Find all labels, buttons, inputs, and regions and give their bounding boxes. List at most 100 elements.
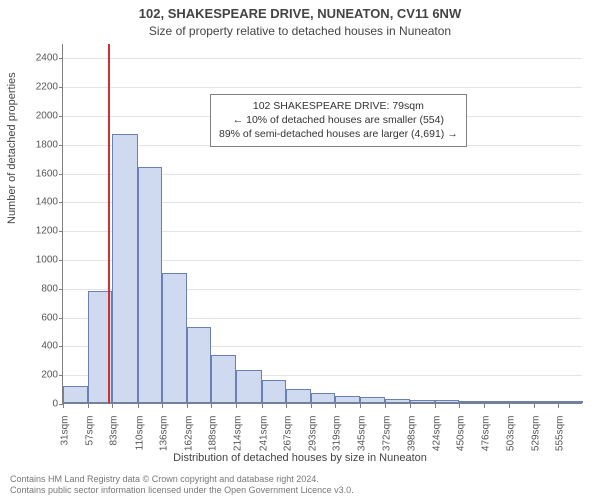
attribution-text: Contains HM Land Registry data © Crown c… — [10, 474, 354, 496]
histogram-bar — [286, 389, 311, 403]
ytick-label: 1600 — [22, 168, 58, 179]
histogram-bar — [484, 401, 510, 403]
xtick-label: 214sqm — [233, 416, 244, 456]
xtick-mark — [63, 404, 64, 408]
ytick-mark — [59, 289, 63, 290]
ytick-label: 1000 — [22, 255, 58, 266]
ytick-label: 2200 — [22, 82, 58, 93]
legend-line: ← 10% of detached houses are smaller (55… — [219, 113, 458, 127]
histogram-bar — [236, 370, 262, 403]
ytick-mark — [59, 346, 63, 347]
xtick-label: 267sqm — [283, 416, 294, 456]
histogram-bar — [360, 397, 386, 403]
xtick-label: 319sqm — [332, 416, 343, 456]
xtick-label: 188sqm — [208, 416, 219, 456]
xtick-label: 293sqm — [307, 416, 318, 456]
xtick-label: 83sqm — [109, 416, 120, 456]
histogram-bar — [410, 400, 435, 403]
xtick-mark — [459, 404, 460, 408]
histogram-bar — [187, 327, 212, 403]
ytick-mark — [59, 116, 63, 117]
attribution-line: Contains public sector information licen… — [10, 485, 354, 496]
xtick-label: 345sqm — [356, 416, 367, 456]
histogram-bar — [509, 401, 534, 403]
xtick-mark — [385, 404, 386, 408]
ytick-mark — [59, 318, 63, 319]
ytick-label: 800 — [22, 283, 58, 294]
ytick-label: 2400 — [22, 53, 58, 64]
legend-line: 89% of semi-detached houses are larger (… — [219, 127, 458, 141]
ytick-label: 1200 — [22, 226, 58, 237]
xtick-mark — [360, 404, 361, 408]
xtick-label: 555sqm — [555, 416, 566, 456]
xtick-mark — [162, 404, 163, 408]
ytick-label: 1400 — [22, 197, 58, 208]
xtick-mark — [286, 404, 287, 408]
xtick-label: 162sqm — [183, 416, 194, 456]
histogram-bar — [211, 355, 236, 403]
histogram-bar — [311, 393, 336, 403]
legend-box: 102 SHAKESPEARE DRIVE: 79sqm← 10% of det… — [210, 94, 467, 147]
xtick-label: 57sqm — [84, 416, 95, 456]
histogram-bar — [435, 400, 460, 403]
xtick-label: 31sqm — [60, 416, 71, 456]
xtick-label: 529sqm — [530, 416, 541, 456]
ytick-label: 200 — [22, 370, 58, 381]
ytick-label: 0 — [22, 399, 58, 410]
ytick-label: 1800 — [22, 139, 58, 150]
xtick-label: 398sqm — [406, 416, 417, 456]
attribution-line: Contains HM Land Registry data © Crown c… — [10, 474, 354, 485]
xtick-label: 424sqm — [431, 416, 442, 456]
histogram-bar — [558, 401, 583, 403]
xtick-mark — [435, 404, 436, 408]
xtick-label: 136sqm — [159, 416, 170, 456]
histogram-bar — [112, 134, 138, 403]
gridline — [63, 58, 582, 59]
xtick-mark — [558, 404, 559, 408]
gridline — [63, 87, 582, 88]
xtick-label: 476sqm — [480, 416, 491, 456]
ytick-mark — [59, 202, 63, 203]
ytick-mark — [59, 231, 63, 232]
ytick-mark — [59, 87, 63, 88]
xtick-mark — [509, 404, 510, 408]
xtick-mark — [236, 404, 237, 408]
marker-line — [108, 44, 110, 403]
xtick-label: 450sqm — [456, 416, 467, 456]
ytick-mark — [59, 260, 63, 261]
ytick-mark — [59, 375, 63, 376]
xtick-mark — [335, 404, 336, 408]
ytick-mark — [59, 174, 63, 175]
xtick-label: 241sqm — [258, 416, 269, 456]
xtick-label: 372sqm — [382, 416, 393, 456]
page-subtitle: Size of property relative to detached ho… — [0, 24, 600, 38]
ytick-label: 400 — [22, 341, 58, 352]
ytick-label: 600 — [22, 312, 58, 323]
ytick-label: 2000 — [22, 111, 58, 122]
xtick-mark — [410, 404, 411, 408]
page-title: 102, SHAKESPEARE DRIVE, NUNEATON, CV11 6… — [0, 6, 600, 21]
legend-line: 102 SHAKESPEARE DRIVE: 79sqm — [219, 99, 458, 113]
xtick-mark — [311, 404, 312, 408]
xtick-label: 503sqm — [506, 416, 517, 456]
y-axis-label: Number of detached properties — [6, 72, 18, 224]
ytick-mark — [59, 145, 63, 146]
histogram-plot: 102 SHAKESPEARE DRIVE: 79sqm← 10% of det… — [62, 44, 582, 404]
xtick-label: 110sqm — [134, 416, 145, 456]
histogram-bar — [262, 380, 287, 403]
xtick-mark — [187, 404, 188, 408]
xtick-mark — [211, 404, 212, 408]
xtick-mark — [262, 404, 263, 408]
xtick-mark — [88, 404, 89, 408]
xtick-mark — [534, 404, 535, 408]
histogram-bar — [534, 401, 559, 403]
xtick-mark — [138, 404, 139, 408]
xtick-mark — [484, 404, 485, 408]
histogram-bar — [459, 401, 484, 403]
histogram-bar — [335, 396, 360, 403]
xtick-mark — [112, 404, 113, 408]
histogram-bar — [162, 273, 187, 403]
histogram-bar — [138, 167, 163, 403]
histogram-bar — [63, 386, 88, 403]
ytick-mark — [59, 58, 63, 59]
